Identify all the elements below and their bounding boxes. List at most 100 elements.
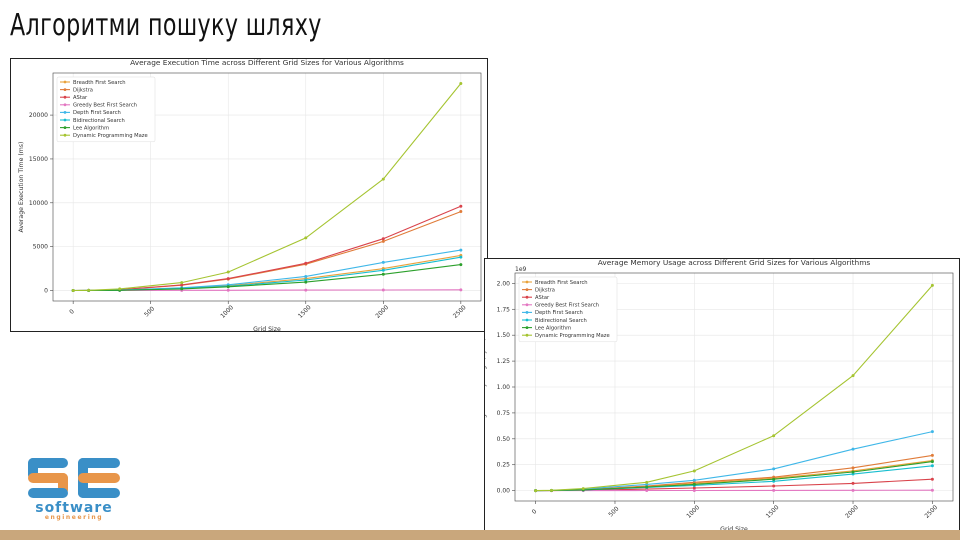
legend-entry: Greedy Best First Search (535, 303, 599, 309)
data-point (581, 487, 585, 491)
y-axis-label: Average Memory Usage (bytes) (485, 338, 487, 436)
x-tick-label: 0 (68, 308, 76, 316)
data-point (226, 270, 230, 274)
data-point (87, 288, 91, 292)
series-line (73, 264, 461, 292)
legend-marker (525, 288, 529, 291)
logo-word: software (35, 500, 113, 516)
series-line (73, 256, 461, 292)
y-tick-label: 15000 (29, 156, 48, 163)
data-point (692, 480, 696, 484)
x-tick-label: 1500 (765, 504, 781, 520)
y-tick-label: 10000 (29, 200, 48, 207)
x-tick-label: 1500 (297, 304, 313, 320)
data-point (304, 236, 308, 240)
y-axis-label: Average Execution Time (ms) (18, 142, 25, 233)
se-logo-icon (28, 458, 120, 498)
data-point (692, 478, 696, 482)
legend-marker (525, 333, 529, 337)
data-point (772, 479, 776, 483)
memory-usage-plot: Average Memory Usage across Different Gr… (485, 259, 954, 531)
data-point (772, 467, 776, 471)
data-point (459, 248, 463, 252)
legend-entry: Dijkstra (73, 87, 93, 93)
data-point (645, 480, 649, 484)
data-point (550, 488, 553, 492)
data-point (226, 277, 230, 281)
series-line (73, 254, 461, 292)
legend-entry: Lee Algorithm (535, 325, 571, 331)
y-tick-label: 0 (44, 287, 48, 294)
data-point (772, 475, 776, 479)
legend-marker (63, 95, 67, 99)
data-point (381, 177, 385, 181)
legend-entry: Breadth First Search (535, 280, 588, 286)
series-line (535, 461, 933, 492)
x-tick-label: 0 (531, 508, 539, 516)
legend-marker (525, 311, 529, 314)
series-line (73, 83, 462, 292)
y-tick-label: 1.25 (497, 358, 511, 365)
data-point (381, 268, 385, 272)
x-tick-label: 2000 (374, 304, 390, 320)
legend-marker (63, 80, 67, 84)
data-point (459, 288, 463, 292)
legend-entry: Greedy Best First Search (73, 103, 137, 109)
data-point (381, 272, 385, 276)
plot-frame (52, 72, 482, 302)
data-point (851, 466, 855, 470)
legend-marker (63, 111, 67, 114)
legend-entry: Breadth First Search (73, 80, 126, 86)
series-line (73, 205, 462, 292)
x-tick-label: 1000 (219, 304, 235, 320)
data-point (180, 283, 184, 287)
x-axis-label: Grid Size (253, 326, 281, 331)
legend-entry: Depth First Search (73, 110, 121, 116)
y-tick-label: 1.50 (497, 332, 511, 339)
execution-time-plot: Average Execution Time across Different … (18, 59, 482, 331)
data-point (930, 430, 934, 434)
y-tick-label: 1.75 (497, 306, 511, 313)
legend-marker (63, 103, 67, 107)
x-tick-label: 2500 (923, 504, 939, 520)
x-tick-label: 2000 (844, 504, 860, 520)
data-point (118, 287, 122, 291)
data-point (772, 434, 776, 438)
execution-time-chart: Average Execution Time across Different … (10, 58, 488, 332)
data-point (381, 237, 385, 241)
legend-marker (525, 295, 529, 299)
y-tick-label: 2.00 (497, 280, 511, 287)
data-point (692, 482, 696, 486)
data-point (645, 489, 649, 493)
logo-subtitle: engineering (44, 514, 104, 521)
y-tick-label: 0.75 (497, 410, 511, 417)
data-point (930, 464, 934, 468)
legend-marker (525, 280, 529, 284)
data-point (180, 281, 184, 285)
data-point (381, 288, 385, 292)
legend-entry: Lee Algorithm (73, 125, 109, 131)
data-point (851, 472, 855, 476)
data-point (381, 239, 385, 243)
data-point (930, 477, 934, 481)
y-tick-label: 20000 (29, 112, 48, 119)
legend-marker (525, 303, 529, 307)
data-point (459, 263, 463, 267)
legend-entry: Depth First Search (535, 310, 583, 316)
data-point (304, 280, 308, 284)
data-point (851, 481, 855, 485)
data-point (692, 469, 696, 473)
data-point (772, 488, 776, 492)
x-tick-label: 2500 (452, 304, 468, 320)
data-point (226, 285, 230, 289)
data-point (226, 288, 230, 292)
legend-entry: AStar (73, 95, 88, 101)
data-point (459, 255, 463, 259)
legend-entry: Bidirectional Search (73, 118, 125, 124)
data-point (71, 288, 75, 292)
y-tick-label: 0.25 (497, 462, 511, 469)
x-tick-label: 500 (607, 505, 620, 518)
data-point (772, 477, 776, 481)
chart-title: Average Execution Time across Different … (130, 59, 404, 67)
x-tick-label: 1000 (685, 504, 701, 520)
